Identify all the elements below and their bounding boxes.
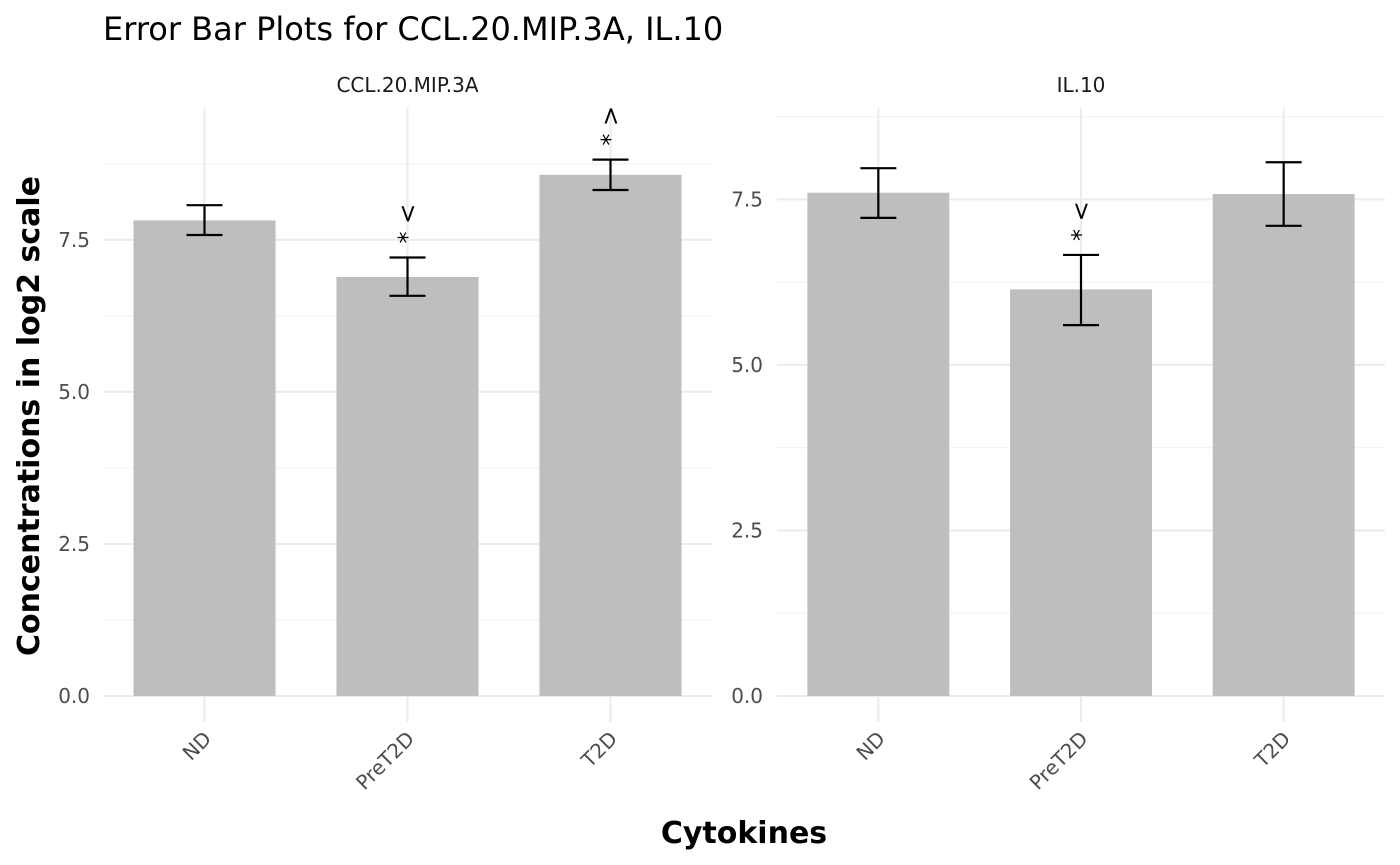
x-tick-label: PreT2D — [1025, 727, 1093, 795]
bar-pret2d — [1010, 289, 1152, 696]
panel-2: * < 0.0 2.5 5.0 7.5 ND PreT2D T2D IL.10 — [731, 73, 1385, 795]
y-tick-label: 0.0 — [731, 684, 763, 708]
bar-nd — [133, 220, 276, 696]
y-tick-label: 7.5 — [58, 228, 90, 252]
error-bar-t2d — [1265, 161, 1302, 227]
facet-panels: * < * > 0.0 2.5 5.0 7.5 ND PreT2D T2D CCL.20.MIP.… — [58, 73, 1385, 795]
y-tick-label: 5.0 — [58, 380, 90, 404]
x-axis-title: Cytokines — [661, 816, 827, 851]
y-tick-label: 2.5 — [731, 518, 763, 542]
y-tick-label: 0.0 — [58, 684, 90, 708]
error-bar-t2d — [592, 158, 629, 192]
error-bar-nd — [860, 167, 897, 219]
bar-nd — [807, 192, 950, 696]
y-tick-label: 2.5 — [58, 532, 90, 556]
error-bar-pret2d — [389, 256, 426, 297]
y-tick-label: 7.5 — [731, 187, 763, 211]
significance-annotation: * > — [597, 106, 625, 146]
x-tick-label: ND — [851, 727, 889, 765]
bar-t2d — [539, 174, 682, 696]
y-axis-title: Concentrations in log2 scale — [12, 176, 47, 656]
bar-t2d — [1212, 194, 1355, 696]
bar-pret2d — [336, 276, 479, 696]
chart-title: Error Bar Plots for CCL.20.MIP.3A, IL.10 — [103, 10, 723, 48]
x-tick-label: T2D — [576, 727, 622, 773]
facet-strip-label: CCL.20.MIP.3A — [336, 73, 478, 97]
significance-annotation: * < — [394, 204, 422, 244]
error-bar-pret2d — [1063, 253, 1099, 327]
facet-strip-label: IL.10 — [1057, 73, 1106, 97]
error-bar-nd — [186, 204, 223, 237]
x-tick-label: PreT2D — [351, 727, 419, 795]
panel-1: * < * > 0.0 2.5 5.0 7.5 ND PreT2D T2D CCL.20.MIP.… — [58, 73, 712, 795]
x-tick-label: T2D — [1249, 727, 1295, 773]
y-tick-label: 5.0 — [731, 353, 763, 377]
significance-annotation: * < — [1067, 201, 1095, 241]
x-tick-label: ND — [178, 727, 216, 765]
